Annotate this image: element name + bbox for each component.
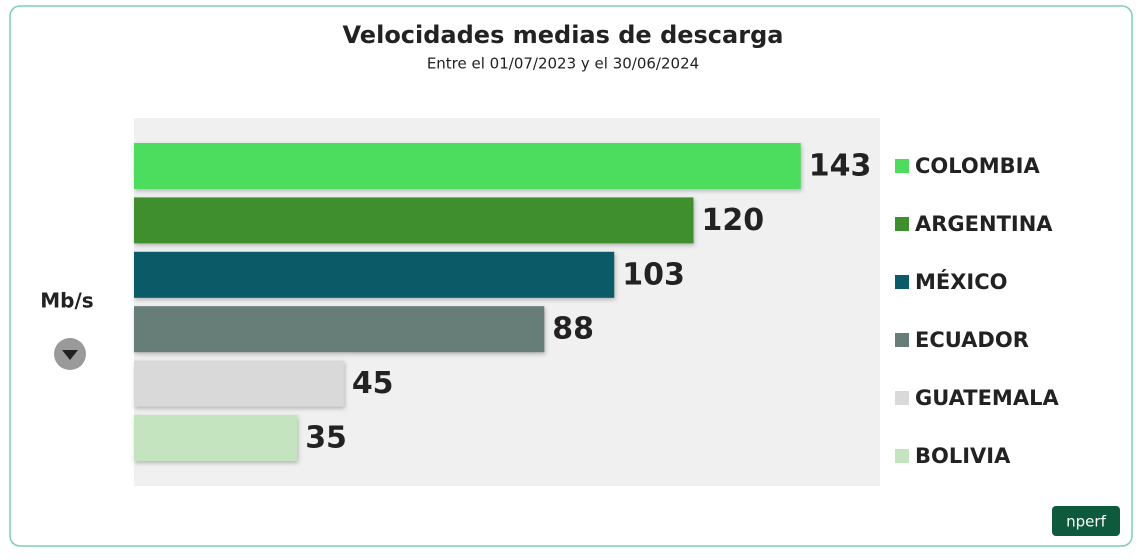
value-label: 103 [622, 257, 685, 292]
value-label: 88 [552, 312, 594, 347]
bar [134, 415, 298, 461]
legend-label: BOLIVIA [915, 444, 1011, 468]
chart-title: Velocidades medias de descarga [343, 21, 784, 49]
legend-label: MÉXICO [915, 269, 1008, 294]
bar [134, 143, 801, 189]
legend-swatch [895, 391, 909, 405]
chart-subtitle: Entre el 01/07/2023 y el 30/06/2024 [427, 55, 699, 73]
unit-label: Mb/s [40, 289, 93, 313]
logo-text: nperf [1066, 513, 1106, 531]
logo-box [1052, 506, 1120, 536]
legend-label: ECUADOR [915, 328, 1029, 352]
legend-label: GUATEMALA [915, 386, 1059, 410]
legend-swatch [895, 217, 909, 231]
dropdown-arrow[interactable] [62, 350, 78, 360]
value-label: 45 [352, 366, 394, 401]
legend-label: COLOMBIA [915, 154, 1040, 178]
bar [134, 197, 694, 244]
legend-swatch [895, 159, 909, 173]
value-label: 35 [305, 421, 347, 456]
legend-swatch [895, 275, 909, 289]
value-label: 143 [809, 149, 872, 184]
bar [134, 360, 344, 407]
bar [134, 251, 615, 298]
legend-label: ARGENTINA [915, 212, 1053, 236]
legend-swatch [895, 333, 909, 347]
value-label: 120 [702, 203, 765, 238]
legend-swatch [895, 449, 909, 463]
brand-logo: nperf [1052, 506, 1120, 536]
unit-dropdown[interactable] [54, 338, 86, 370]
bar [134, 306, 545, 353]
